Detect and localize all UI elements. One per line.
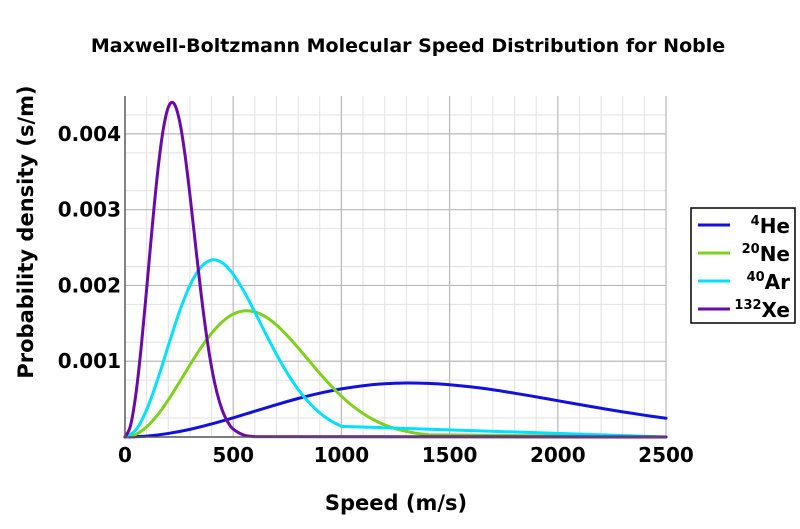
y-tick-label: 0.004 — [58, 122, 121, 146]
x-tick-label: 1000 — [314, 443, 370, 467]
legend-element-name: Xe — [762, 298, 790, 322]
y-tick-labels: 0.001 0.002 0.003 0.004 — [58, 122, 121, 373]
x-tick-label: 0 — [118, 443, 132, 467]
plot-area — [123, 96, 668, 439]
legend-box — [690, 207, 796, 324]
x-tick-label: 500 — [212, 443, 254, 467]
series-line-ar — [123, 258, 668, 439]
series-line-he — [123, 381, 668, 439]
x-tick-label: 2500 — [638, 443, 694, 467]
legend-mass-number: 20 — [742, 242, 760, 257]
grid — [124, 96, 667, 437]
legend-mass-number: 40 — [747, 270, 765, 285]
axes — [124, 96, 666, 438]
x-axis-label: Speed (m/s) — [325, 491, 467, 515]
series-group — [123, 100, 668, 439]
chart-title: Maxwell-Boltzmann Molecular Speed Distri… — [91, 35, 725, 57]
series-line-ne — [123, 309, 668, 439]
legend-element-name: Ar — [765, 270, 790, 294]
legend-element-name: He — [760, 214, 790, 238]
x-tick-labels: 0 500 1000 1500 2000 2500 — [118, 443, 694, 467]
x-tick-label: 1500 — [422, 443, 478, 467]
y-axis-label: Probability density (s/m) — [14, 85, 38, 378]
legend-mass-number: 4 — [751, 214, 760, 229]
x-tick-label: 2000 — [530, 443, 586, 467]
y-tick-label: 0.002 — [58, 273, 121, 297]
legend-label-ar: 40Ar — [747, 270, 791, 294]
legend-mass-number: 132 — [734, 298, 761, 313]
y-tick-label: 0.001 — [58, 349, 121, 373]
legend-element-name: Ne — [760, 242, 790, 266]
legend-label-xe: 132Xe — [734, 298, 790, 322]
legend-label-he: 4He — [751, 214, 790, 238]
y-tick-label: 0.003 — [58, 198, 121, 222]
series-line-xe — [123, 100, 668, 439]
legend-label-ne: 20Ne — [742, 242, 790, 266]
